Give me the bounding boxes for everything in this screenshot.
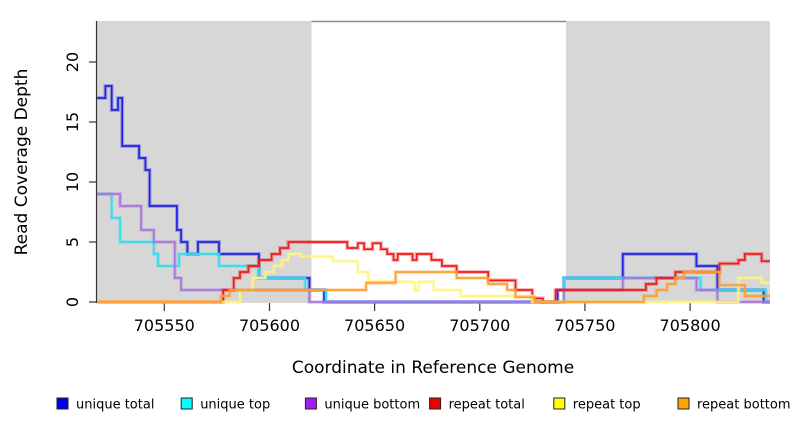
y-tick-label: 20 [63,52,82,72]
shaded-region [566,21,770,303]
legend-swatch [304,397,317,410]
legend-label: repeat bottom [697,398,791,413]
legend-swatch [180,397,193,410]
y-tick-label: 0 [63,297,82,307]
y-tick-label: 10 [63,172,82,192]
x-tick-label: 705600 [239,316,300,335]
legend-swatch [429,397,442,410]
shaded-regions [97,21,770,303]
series-line [97,241,770,303]
y-tick-label: 15 [63,112,82,132]
legend-label: unique top [200,398,270,413]
legend-item-repeat-total: repeat total [429,397,525,413]
legend-item-unique-bottom: unique bottom [304,397,420,413]
legend-item-repeat-bottom: repeat bottom [677,397,791,413]
y-tick-label: 5 [63,237,82,247]
legend-item-repeat-top: repeat top [553,397,641,413]
series-line [97,85,770,303]
series-unique-total [97,84,770,304]
x-axis-title: Coordinate in Reference Genome [292,358,574,378]
x-tick-label: 705750 [554,316,615,335]
legend-label: repeat total [449,398,525,413]
x-tick-label: 705650 [344,316,405,335]
legend-swatch [677,397,690,410]
shaded-region [97,21,312,303]
legend-swatch [553,397,566,410]
legend-label: unique bottom [324,398,420,413]
legend-label: unique total [76,398,154,413]
series-repeat-total [97,240,770,304]
legend-swatch [56,397,69,410]
legend-item-unique-total: unique total [56,397,154,413]
legend: unique total unique top unique bottom repea… [56,397,791,413]
series-repeat-bottom [97,270,770,304]
series-lines [97,84,770,304]
x-tick-label: 705800 [660,316,721,335]
legend-label: repeat top [573,398,641,413]
x-tick-label: 705550 [134,316,195,335]
axes: 0 5 10 15 20 705550 705600 705650 705700 705750 70… [63,21,721,335]
legend-item-unique-top: unique top [180,397,270,413]
y-axis-title: Read Coverage Depth [12,69,32,256]
series-line [97,271,770,303]
x-tick-label: 705700 [449,316,510,335]
